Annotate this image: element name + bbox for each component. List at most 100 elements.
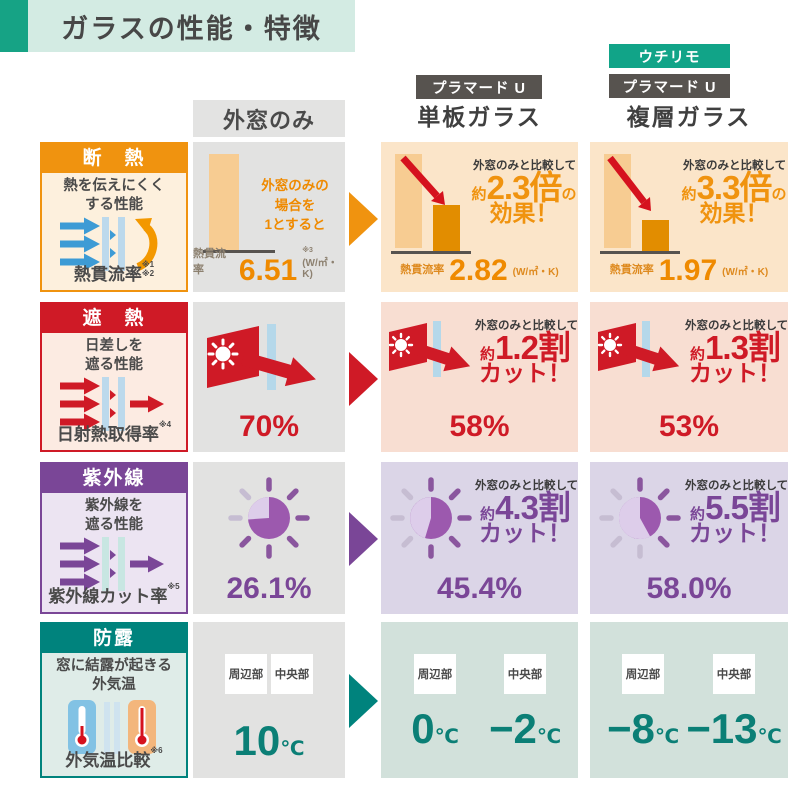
- chip-perimeter: 周辺部: [225, 654, 267, 694]
- footnote-ref-2: ※2: [141, 269, 155, 279]
- cell-shading-baseline: 70%: [193, 302, 345, 452]
- cell-insulation-baseline: 外窓のみの 場合を 1とすると 熱貫流率 6.51 ※3 (W/㎡・K): [193, 142, 345, 292]
- effect-word: 効果！: [489, 200, 559, 226]
- compare-note: 外窓のみと比較して: [685, 320, 788, 332]
- u-value-single: 2.82: [449, 253, 508, 287]
- cell-insulation-single: 外窓のみと比較して 約2.3倍の 効果！ 熱貫流率 2.82 (W/㎡・K): [381, 142, 578, 292]
- uv-pie-sun-icon: [599, 477, 681, 559]
- footnote-ref-5: ※5: [167, 582, 180, 591]
- compare-note: 外窓のみと比較して: [685, 480, 788, 492]
- temp-double-perimeter: −8: [606, 705, 655, 752]
- footnote-ref-6: ※6: [150, 746, 163, 755]
- effect-approx: 約: [681, 186, 697, 203]
- temp-double-center: −13: [686, 705, 758, 752]
- bar-axis: [203, 250, 275, 253]
- cell-shading-single: 外窓のみと比較して 約1.2割 カット！ 58%: [381, 302, 578, 452]
- bar-chart-double: [600, 154, 684, 254]
- uv-desc-line2: 遮る性能: [85, 516, 143, 533]
- baseline-note-line2: 場合を: [274, 197, 316, 213]
- effect-value: 1.3割: [705, 329, 781, 366]
- temp-single-perimeter: 0: [411, 705, 435, 752]
- cell-shading-double: 外窓のみと比較して 約1.3割 カット！ 53%: [590, 302, 788, 452]
- metric-label-shading: 日射熱取得率: [56, 425, 159, 444]
- condensation-desc-line2: 外気温: [92, 676, 136, 693]
- shading-desc-line1: 日差しを: [85, 338, 143, 354]
- u-value-double: 1.97: [658, 253, 718, 287]
- compare-note: 外窓のみと比較して: [475, 320, 578, 332]
- uv-block-icon: [60, 536, 164, 591]
- effect-approx: 約: [690, 506, 706, 523]
- chip-center: 中央部: [504, 654, 546, 694]
- metric-label-insulation: 熱貫流率: [73, 265, 142, 284]
- effect-word: カット！: [479, 520, 571, 546]
- baseline-note-line1: 外窓のみの: [261, 178, 329, 193]
- bar-improved: [433, 205, 460, 251]
- temp-unit: ℃: [536, 726, 562, 748]
- sun-through-glass-icon: [388, 321, 471, 377]
- effect-approx: 約: [471, 186, 487, 203]
- effect-word: 効果！: [699, 200, 769, 226]
- flow-arrow-shading: [349, 352, 378, 406]
- compare-note: 外窓のみと比較して: [473, 160, 577, 172]
- uv-pie-sun-icon: [390, 477, 472, 559]
- cell-uv-single: 外窓のみと比較して 約4.3割 カット！ 45.4%: [381, 462, 578, 614]
- uv-desc-line1: 紫外線を: [85, 498, 143, 514]
- uv-pie-sun-icon: [228, 477, 310, 559]
- u-value-unit: (W/㎡・K): [512, 267, 559, 278]
- cell-condensation-double: 周辺部 −8℃ 中央部 −13℃: [590, 622, 788, 778]
- row-card-uv: 紫外線 紫外線を 遮る性能 紫外線カット率※5: [40, 462, 188, 614]
- title-banner: ガラスの性能・特徴: [28, 0, 355, 52]
- badge-plamado-u-single: プラマード U: [416, 75, 542, 99]
- effect-approx: 約: [690, 346, 706, 363]
- column-header-single-glass: 単板ガラス: [417, 104, 542, 130]
- flow-arrow-insulation: [349, 192, 378, 246]
- effect-value: 5.5割: [705, 489, 781, 526]
- sun-through-glass-icon: [597, 321, 680, 377]
- drop-arrow-icon: [400, 155, 445, 205]
- shgc-baseline: 70%: [238, 410, 300, 443]
- u-value-label: 熱貫流率: [400, 264, 445, 276]
- uv-cut-double: 58.0%: [646, 572, 732, 605]
- compare-note: 外窓のみと比較して: [475, 480, 578, 492]
- flow-arrow-condensation: [349, 674, 378, 728]
- metric-label-uv: 紫外線カット率: [48, 587, 168, 606]
- effect-approx: 約: [480, 346, 496, 363]
- effect-tail: の: [561, 186, 577, 203]
- page-title: ガラスの性能・特徴: [61, 13, 322, 44]
- u-value-unit: (W/㎡・K): [722, 267, 769, 278]
- heat-shading-icon: [60, 376, 164, 431]
- temp-baseline: 10: [233, 717, 281, 764]
- compare-note: 外窓のみと比較して: [683, 160, 787, 172]
- brand-accent-square: [0, 0, 28, 52]
- shading-desc-line2: 遮る性能: [85, 356, 143, 373]
- effect-word: カット！: [689, 360, 781, 386]
- insulation-desc-line2: する性能: [85, 196, 143, 213]
- heat-insulation-icon: [60, 216, 158, 271]
- cell-uv-baseline: 26.1%: [193, 462, 345, 614]
- badge-plamado-u-double: プラマード U: [609, 74, 730, 98]
- baseline-note-line3: 1とすると: [264, 217, 326, 233]
- u-value-label: 熱貫流率: [609, 264, 654, 276]
- effect-approx: 約: [480, 506, 496, 523]
- footnote-ref-4: ※4: [158, 420, 172, 429]
- shgc-double: 53%: [658, 410, 720, 443]
- column-header-double-glass: 複層ガラス: [626, 104, 752, 130]
- thermometers-icon: [68, 699, 156, 754]
- cell-uv-double: 外窓のみと比較して 約5.5割 カット！ 58.0%: [590, 462, 788, 614]
- row-title-shading: 遮 熱: [42, 304, 186, 333]
- uv-cut-baseline: 26.1%: [226, 572, 312, 605]
- metric-label-condensation: 外気温比較: [65, 751, 151, 770]
- temp-single-center: −2: [488, 705, 537, 752]
- effect-value: 2.3倍: [486, 169, 563, 206]
- cell-condensation-baseline: 周辺部 中央部 10℃: [193, 622, 345, 778]
- effect-value: 1.2割: [495, 329, 571, 366]
- flow-arrow-uv: [349, 512, 378, 566]
- badge-uchirimo: ウチリモ: [609, 44, 730, 68]
- chip-perimeter: 周辺部: [414, 654, 456, 694]
- chip-center: 中央部: [713, 654, 755, 694]
- row-card-shading: 遮 熱 日差しを 遮る性能 日射熱取得率※4: [40, 302, 188, 452]
- bar-axis: [600, 251, 680, 254]
- row-title-uv: 紫外線: [42, 464, 186, 493]
- u-value-label: 熱貫流率: [193, 248, 226, 276]
- footnote-ref-3: ※3: [302, 247, 313, 254]
